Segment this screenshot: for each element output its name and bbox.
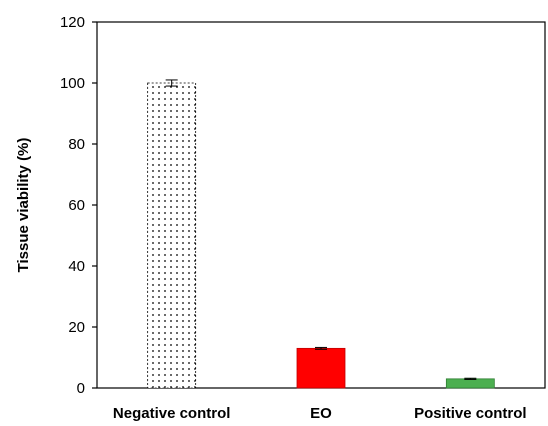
y-tick-label: 100: [60, 75, 85, 92]
bar-negative-control: [147, 82, 197, 389]
y-tick-label: 20: [68, 319, 85, 336]
y-tick-label: 120: [60, 14, 85, 31]
x-axis-labels: Negative control EO Positive control: [113, 405, 527, 422]
y-tick-label: 0: [77, 380, 85, 397]
y-axis-ticks: 0 20 40 60 80 100 120: [60, 14, 97, 397]
x-tick-label: EO: [310, 405, 332, 422]
x-tick-label: Negative control: [113, 405, 231, 422]
x-tick-label: Positive control: [414, 405, 527, 422]
y-axis-title: Tissue viability (%): [15, 138, 32, 273]
y-tick-label: 80: [68, 136, 85, 153]
error-bars: [165, 79, 477, 380]
bars: [147, 82, 495, 389]
y-tick-label: 40: [68, 258, 85, 275]
bar-eo: [296, 347, 346, 389]
bar-positive-control: [445, 378, 495, 389]
y-tick-label: 60: [68, 197, 85, 214]
